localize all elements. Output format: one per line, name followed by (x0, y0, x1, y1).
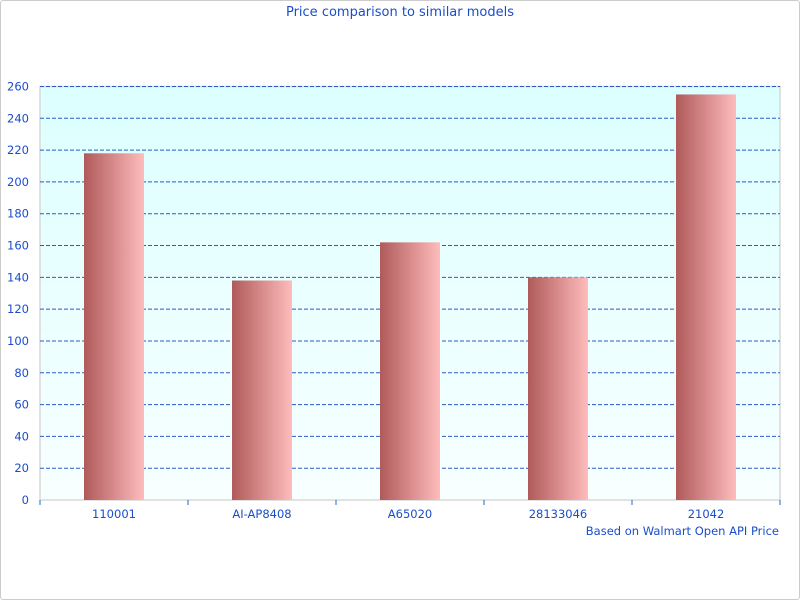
bar-A65020 (380, 242, 440, 500)
x-tick-label: A65020 (388, 507, 432, 521)
x-tick-label: 21042 (688, 507, 725, 521)
bar-28133046 (528, 277, 588, 500)
bar-110001 (84, 153, 144, 501)
y-tick-label: 120 (7, 302, 29, 316)
y-tick-label: 220 (7, 143, 29, 157)
x-tick-label: 28133046 (529, 507, 588, 521)
y-tick-label: 260 (7, 80, 29, 94)
y-tick-label: 20 (14, 461, 29, 475)
y-tick-label: 0 (22, 493, 29, 507)
x-tick-label: 110001 (92, 507, 136, 521)
bar-AI-AP8408 (232, 280, 292, 500)
y-tick-label: 80 (14, 366, 29, 380)
y-tick-label: 140 (7, 270, 29, 284)
bar-21042 (676, 94, 736, 501)
y-tick-label: 100 (7, 334, 29, 348)
chart-title: Price comparison to similar models (285, 5, 515, 20)
y-tick-label: 180 (7, 207, 29, 221)
y-tick-label: 240 (7, 111, 29, 125)
y-tick-label: 200 (7, 175, 29, 189)
y-tick-label: 40 (14, 429, 29, 443)
source-annotation: Based on Walmart Open API Price (585, 524, 779, 538)
y-tick-label: 60 (14, 398, 29, 412)
y-tick-label: 160 (7, 239, 29, 253)
x-tick-label: AI-AP8408 (232, 507, 291, 521)
